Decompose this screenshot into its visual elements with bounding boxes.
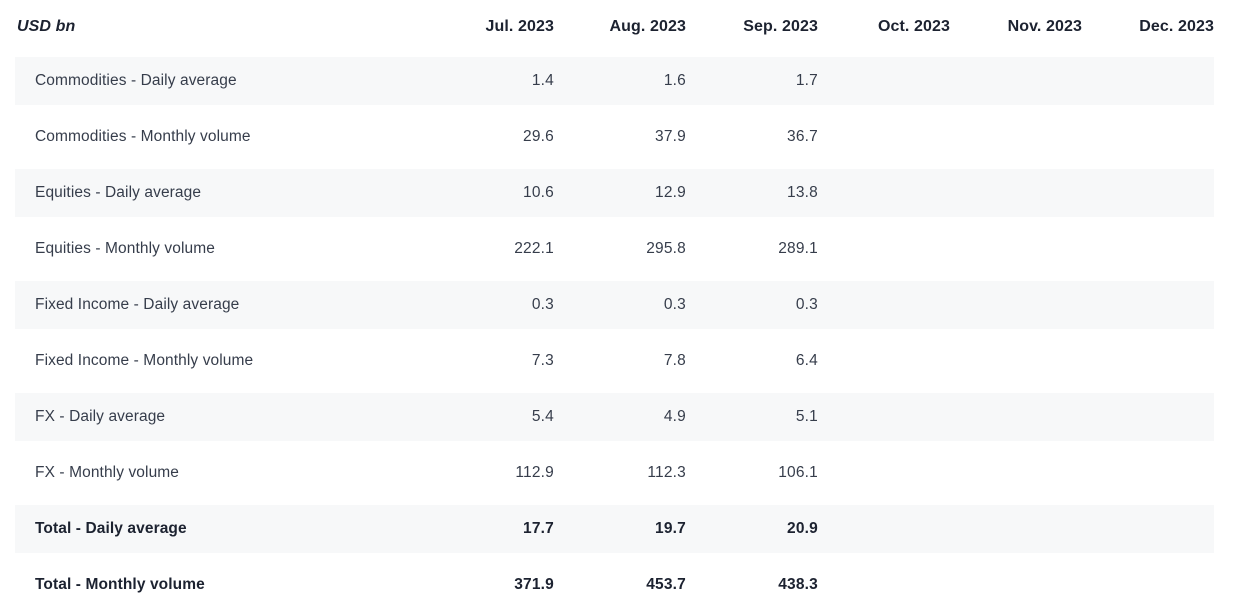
table-header-row: USD bn Jul. 2023 Aug. 2023 Sep. 2023 Oct… xyxy=(15,0,1214,53)
cell-value: 289.1 xyxy=(778,240,818,257)
table-row: Fixed Income - Daily average 0.3 0.3 0.3 xyxy=(15,281,1214,329)
table-row: FX - Daily average 5.4 4.9 5.1 xyxy=(15,393,1214,441)
row-label: Fixed Income - Daily average xyxy=(35,296,240,313)
table-row: Total - Monthly volume 371.9 453.7 438.3 xyxy=(15,561,1214,609)
column-header-aug-2023: Aug. 2023 xyxy=(609,17,686,35)
cell-value: 17.7 xyxy=(523,520,554,537)
cell-value: 5.1 xyxy=(795,408,818,425)
cell-value: 12.9 xyxy=(655,184,686,201)
table-row: Fixed Income - Monthly volume 7.3 7.8 6.… xyxy=(15,337,1214,385)
cell-value: 1.4 xyxy=(531,72,554,89)
table-row: FX - Monthly volume 112.9 112.3 106.1 xyxy=(15,449,1214,497)
cell-value: 1.6 xyxy=(663,72,686,89)
table-row: Commodities - Daily average 1.4 1.6 1.7 xyxy=(15,57,1214,105)
cell-value: 112.9 xyxy=(515,464,554,481)
row-label: FX - Daily average xyxy=(35,408,166,425)
cell-value: 36.7 xyxy=(787,128,818,145)
cell-value: 37.9 xyxy=(655,128,686,145)
cell-value: 10.6 xyxy=(523,184,554,201)
cell-value: 222.1 xyxy=(514,240,554,257)
table-body: Commodities - Daily average 1.4 1.6 1.7 … xyxy=(15,53,1214,613)
cell-value: 112.3 xyxy=(647,464,686,481)
row-label: Commodities - Monthly volume xyxy=(35,128,251,145)
cell-value: 7.3 xyxy=(531,352,554,369)
cell-value: 438.3 xyxy=(778,576,818,593)
cell-value: 19.7 xyxy=(655,520,686,537)
cell-value: 6.4 xyxy=(795,352,818,369)
cell-value: 20.9 xyxy=(787,520,818,537)
column-header-nov-2023: Nov. 2023 xyxy=(1007,17,1082,35)
table-row: Equities - Monthly volume 222.1 295.8 28… xyxy=(15,225,1214,273)
cell-value: 453.7 xyxy=(646,576,686,593)
cell-value: 13.8 xyxy=(787,184,818,201)
cell-value: 371.9 xyxy=(514,576,554,593)
cell-value: 7.8 xyxy=(663,352,686,369)
row-label: Fixed Income - Monthly volume xyxy=(35,352,254,369)
unit-label: USD bn xyxy=(17,17,76,35)
table-row: Equities - Daily average 10.6 12.9 13.8 xyxy=(15,169,1214,217)
row-label: Total - Monthly volume xyxy=(35,576,205,593)
row-label: Equities - Monthly volume xyxy=(35,240,215,257)
cell-value: 5.4 xyxy=(531,408,554,425)
row-label: Equities - Daily average xyxy=(35,184,202,201)
row-label: Total - Daily average xyxy=(35,520,187,537)
column-header-dec-2023: Dec. 2023 xyxy=(1139,17,1214,35)
cell-value: 4.9 xyxy=(663,408,686,425)
row-label: Commodities - Daily average xyxy=(35,72,237,89)
column-header-sep-2023: Sep. 2023 xyxy=(743,17,818,35)
cell-value: 0.3 xyxy=(531,296,554,313)
table-row: Total - Daily average 17.7 19.7 20.9 xyxy=(15,505,1214,553)
column-header-jul-2023: Jul. 2023 xyxy=(485,17,554,35)
table-row: Commodities - Monthly volume 29.6 37.9 3… xyxy=(15,113,1214,161)
cell-value: 295.8 xyxy=(646,240,686,257)
cell-value: 1.7 xyxy=(795,72,818,89)
cell-value: 0.3 xyxy=(795,296,818,313)
cell-value: 29.6 xyxy=(523,128,554,145)
column-header-oct-2023: Oct. 2023 xyxy=(877,17,950,35)
cell-value: 106.1 xyxy=(778,464,818,481)
cell-value: 0.3 xyxy=(663,296,686,313)
row-label: FX - Monthly volume xyxy=(35,464,180,481)
